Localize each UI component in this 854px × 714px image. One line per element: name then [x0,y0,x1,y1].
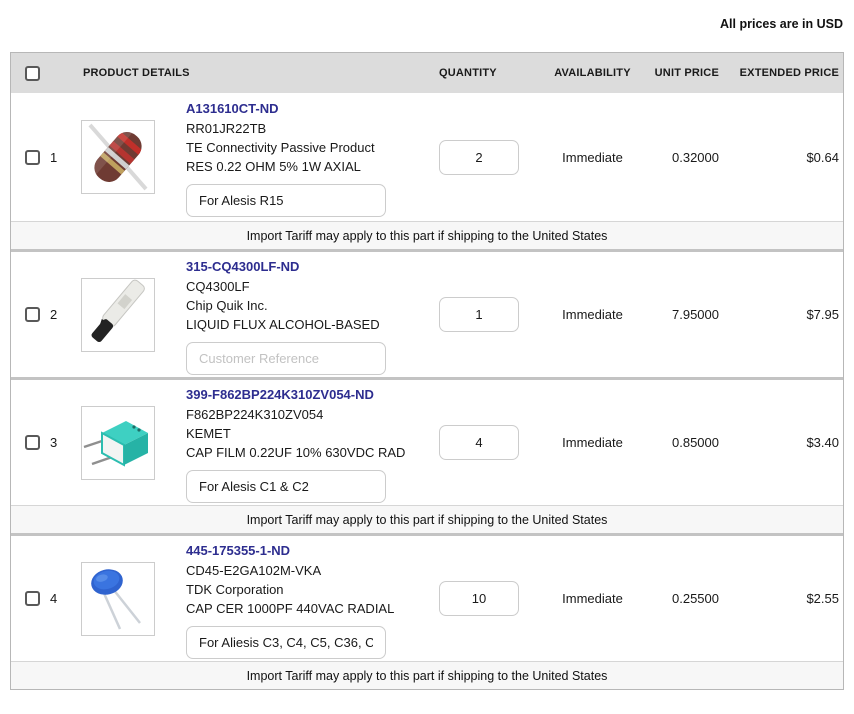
quantity-input[interactable] [439,139,519,175]
header-extended-price: EXTENDED PRICE [739,67,839,79]
row-checkbox[interactable] [25,307,40,322]
description: CAP CER 1000PF 440VAC RADIAL [186,600,395,616]
tariff-note: Import Tariff may apply to this part if … [11,221,843,249]
manufacturer: KEMET [186,425,231,441]
availability: Immediate [562,591,623,606]
unit-price: 0.85000 [672,435,719,450]
description: RES 0.22 OHM 5% 1W AXIAL [186,159,361,174]
flux-pen-image [91,279,145,342]
row-checkbox[interactable] [25,591,40,606]
tariff-note: Import Tariff may apply to this part if … [11,661,843,689]
part-number-link[interactable]: A131610CT-ND [186,101,279,116]
product-image[interactable] [81,120,155,194]
unit-price: 0.25500 [672,591,719,606]
mfg-part-number: F862BP224K310ZV054 [186,406,324,422]
customer-reference-input[interactable] [186,184,386,217]
mfg-part-number: CQ4300LF [186,278,250,294]
extended-price: $0.64 [806,149,839,165]
row-checkbox[interactable] [25,149,40,165]
customer-reference-input[interactable] [186,625,386,659]
description: CAP FILM 0.22UF 10% 630VDC RAD [186,444,406,460]
extended-price: $7.95 [806,307,839,322]
part-number-link[interactable]: 399-F862BP224K310ZV054-ND [186,386,374,402]
customer-reference-input[interactable] [186,341,386,375]
row-number: 2 [50,307,58,322]
extended-price: $2.55 [806,591,839,606]
manufacturer: TDK Corporation [186,581,284,597]
unit-price: 7.95000 [672,307,719,322]
header-product-details: PRODUCT DETAILS [83,67,190,79]
product-image[interactable] [81,277,155,352]
customer-reference-input[interactable] [186,469,386,503]
disc-capacitor-image [91,568,141,630]
prices-note: All prices are in USD [720,17,843,31]
manufacturer: Chip Quik Inc. [186,297,268,313]
row-number: 4 [50,591,58,606]
extended-price: $3.40 [806,435,839,450]
unit-price: 0.32000 [672,149,719,165]
product-image[interactable] [81,561,155,636]
cart-row-1: 1 [11,93,843,221]
cart-row-3: 3 399-F862BP224K310ZV054-ND F862BP224K31… [11,377,843,505]
mfg-part-number: RR01JR22TB [186,121,267,136]
film-capacitor-image [83,420,148,467]
availability: Immediate [562,307,623,322]
axial-resistor-image [88,123,148,191]
header-availability: AVAILABILITY [554,67,631,79]
row-number: 1 [50,149,58,165]
mfg-part-number: CD45-E2GA102M-VKA [186,562,322,578]
availability: Immediate [562,435,623,450]
header-unit-price: UNIT PRICE [654,67,719,79]
tariff-note: Import Tariff may apply to this part if … [11,505,843,533]
description: LIQUID FLUX ALCOHOL-BASED [186,316,380,332]
row-checkbox[interactable] [25,435,40,450]
quantity-input[interactable] [439,297,519,332]
quantity-input[interactable] [439,581,519,616]
quantity-input[interactable] [439,425,519,460]
manufacturer: TE Connectivity Passive Product [186,140,375,155]
availability: Immediate [562,149,623,165]
table-header-row: PRODUCT DETAILS QUANTITY AVAILABILITY UN… [11,53,843,93]
header-quantity: QUANTITY [439,67,497,79]
part-number-link[interactable]: 315-CQ4300LF-ND [186,258,300,274]
cart-table: PRODUCT DETAILS QUANTITY AVAILABILITY UN… [10,52,844,690]
cart-row-2: 2 315-CQ4300LF-ND CQ4300LF [11,249,843,377]
part-number-link[interactable]: 445-175355-1-ND [186,542,291,558]
select-all-checkbox[interactable] [25,65,40,81]
product-image[interactable] [81,405,155,480]
row-number: 3 [50,435,58,450]
cart-row-4: 4 445-175355-1-ND CD45-E2GA102M-VKA TDK … [11,533,843,661]
